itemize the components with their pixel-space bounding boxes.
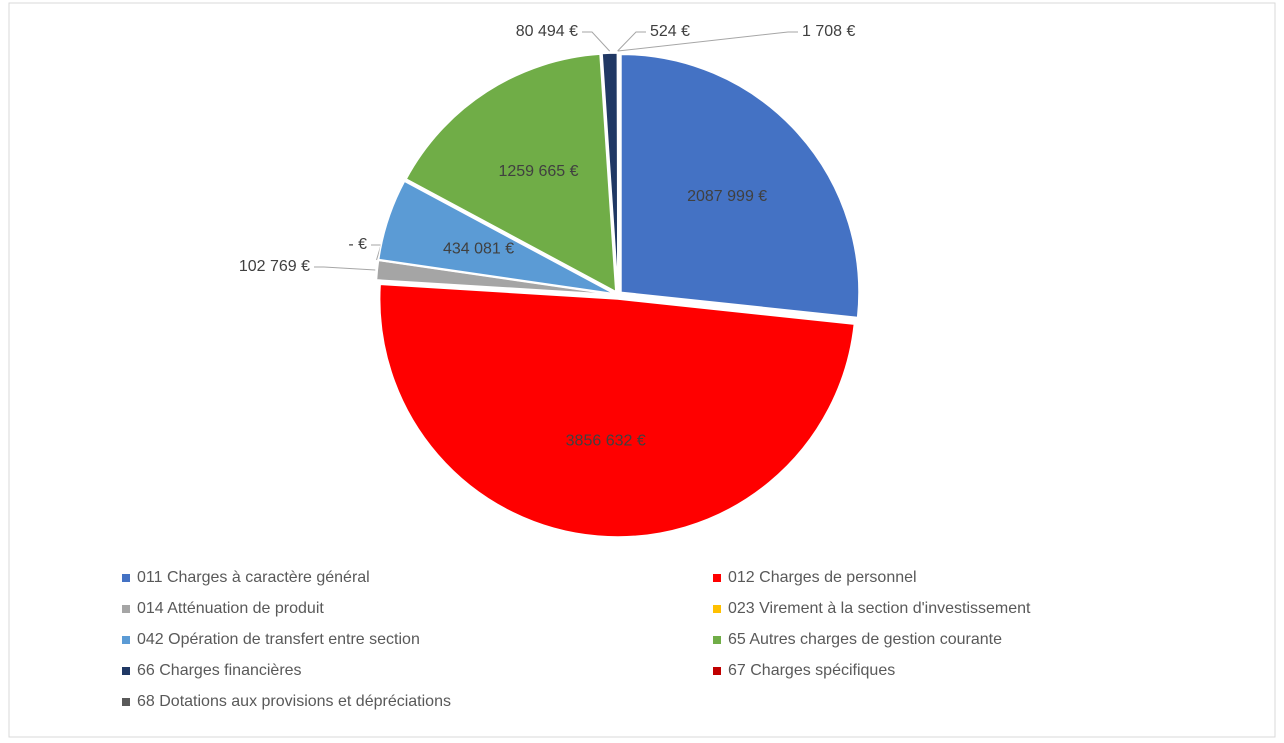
legend-label: 67 Charges spécifiques: [728, 662, 895, 679]
data-label: 524 €: [650, 23, 690, 40]
legend-swatch: [713, 574, 721, 582]
leader-line: [314, 266, 376, 271]
legend-label: 011 Charges à caractère général: [137, 569, 370, 586]
leader-line: [617, 31, 798, 52]
pie-slice: [377, 180, 615, 295]
data-label: 102 769 €: [239, 258, 310, 275]
data-label: 434 081 €: [443, 240, 514, 257]
legend-swatch: [713, 636, 721, 644]
data-label: 1 708 €: [802, 23, 855, 40]
legend-swatch: [122, 605, 130, 613]
data-label: - €: [348, 236, 367, 253]
legend-swatch: [122, 636, 130, 644]
pie-slice: [620, 53, 860, 319]
legend-label: 65 Autres charges de gestion courante: [728, 631, 1002, 648]
leader-line: [582, 31, 611, 52]
pie-slice: [378, 283, 856, 538]
leader-line: [617, 31, 646, 52]
legend-label: 042 Opération de transfert entre section: [137, 631, 420, 648]
data-label: 1259 665 €: [498, 163, 578, 180]
pie-slice: [405, 53, 617, 293]
data-label: 2087 999 €: [687, 188, 767, 205]
legend-swatch: [122, 698, 130, 706]
legend-label: 66 Charges financières: [137, 662, 302, 679]
legend-swatch: [713, 667, 721, 675]
legend-swatch: [713, 605, 721, 613]
legend-swatch: [122, 574, 130, 582]
data-label: 80 494 €: [516, 23, 578, 40]
legend-label: 012 Charges de personnel: [728, 569, 917, 586]
legend-label: 023 Virement à la section d'investisseme…: [728, 600, 1031, 617]
legend-label: 68 Dotations aux provisions et dépréciat…: [137, 693, 451, 710]
data-label: 3856 632 €: [566, 433, 646, 450]
legend-swatch: [122, 667, 130, 675]
legend-label: 014 Atténuation de produit: [137, 600, 324, 617]
